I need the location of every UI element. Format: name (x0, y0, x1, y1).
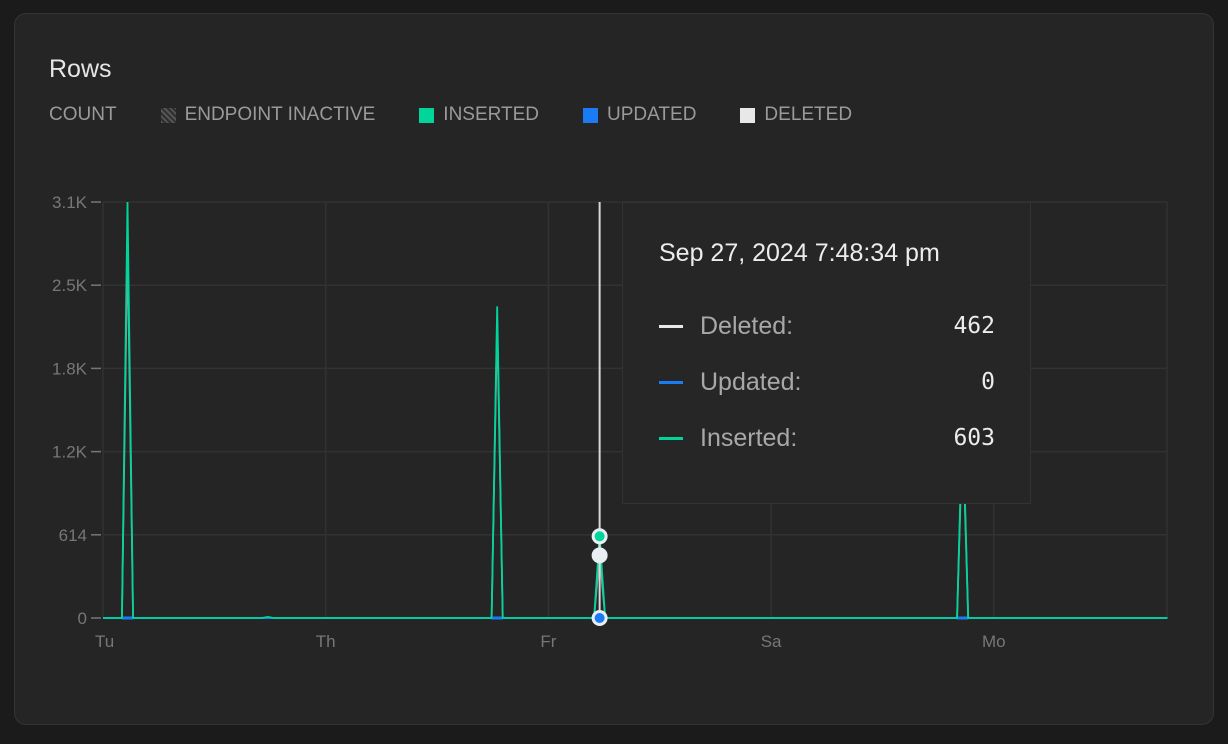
tooltip-date: Sep 27, 2024 7:48:34 pm (659, 239, 940, 267)
y-tick-label: 0 (78, 609, 87, 628)
count-label: COUNT (49, 104, 117, 125)
x-tick-label: Fr (540, 632, 556, 651)
deleted-swatch-icon (740, 107, 756, 123)
legend-count: COUNT (49, 104, 117, 126)
x-tick-label: Sa (761, 632, 782, 651)
deleted-dash-icon (659, 324, 683, 328)
hover-point (594, 613, 605, 623)
legend-label: ENDPOINT INACTIVE (184, 104, 376, 125)
legend-label: UPDATED (607, 104, 697, 125)
tooltip-value: 0 (981, 369, 995, 395)
y-tick-label: 614 (59, 526, 87, 545)
legend-endpoint-inactive[interactable]: ENDPOINT INACTIVE (160, 104, 376, 126)
hover-point (594, 550, 605, 561)
y-tick-label: 2.5K (52, 276, 88, 295)
hover-point (594, 531, 605, 542)
tooltip-value: 603 (953, 425, 995, 451)
updated-swatch-icon (583, 107, 599, 123)
inserted-dash-icon (659, 436, 683, 440)
legend-inserted[interactable]: INSERTED (419, 104, 539, 126)
tooltip-row-inserted: Inserted: 603 (659, 423, 995, 453)
chart-title: Rows (49, 55, 112, 83)
tooltip-label: Inserted: (700, 423, 798, 452)
tooltip-row-updated: Updated: 0 (659, 367, 995, 397)
y-tick-label: 1.2K (52, 443, 88, 462)
legend-label: DELETED (764, 104, 853, 125)
hatch-swatch-icon (160, 107, 176, 123)
tooltip-label: Updated: (700, 367, 802, 396)
y-tick-label: 3.1K (52, 193, 88, 212)
legend-label: INSERTED (443, 104, 540, 125)
legend-deleted[interactable]: DELETED (740, 104, 852, 126)
tooltip-value: 462 (953, 313, 995, 339)
x-tick-label: Tu (95, 632, 114, 651)
tooltip-label: Deleted: (700, 311, 794, 340)
updated-dash-icon (659, 380, 683, 384)
legend: COUNT ENDPOINT INACTIVE INSERTED UPDATED… (49, 104, 896, 126)
inserted-swatch-icon (419, 107, 435, 123)
x-tick-label: Mo (982, 632, 1006, 651)
tooltip: Sep 27, 2024 7:48:34 pm Deleted: 462 Upda… (622, 202, 1031, 504)
x-tick-label: Th (316, 632, 336, 651)
series-line-inserted (103, 201, 1168, 619)
legend-updated[interactable]: UPDATED (583, 104, 696, 126)
y-tick-label: 1.8K (52, 359, 88, 378)
tooltip-row-deleted: Deleted: 462 (659, 311, 995, 341)
